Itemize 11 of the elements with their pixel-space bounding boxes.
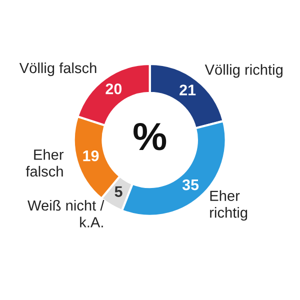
slice-label: Völlig richtig (204, 64, 282, 78)
text: % (134, 122, 166, 150)
data-label: 5 (114, 186, 122, 198)
slice-label: Völlig falsch (19, 62, 96, 76)
slice-label: Weiß nicht / k.A. (28, 200, 104, 228)
data-label: 19 (83, 150, 99, 162)
slice-label: Eher falsch (26, 149, 64, 177)
data-label: 35 (182, 179, 199, 190)
slice-label: Eher richtig (210, 190, 248, 221)
data-label: 21 (180, 84, 196, 96)
data-label: 20 (106, 83, 122, 94)
